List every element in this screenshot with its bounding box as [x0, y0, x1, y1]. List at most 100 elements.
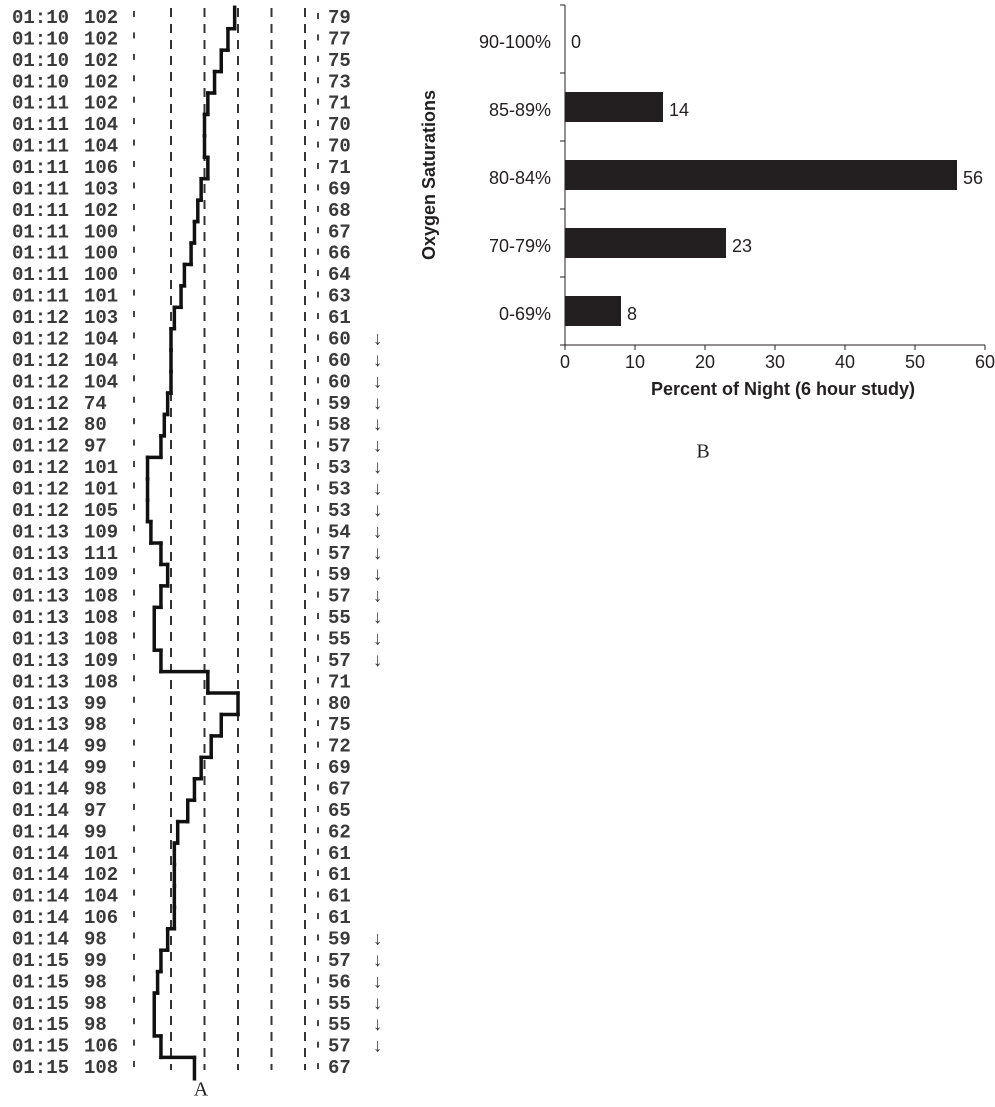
time: 01:14 — [12, 929, 69, 951]
saturation-value: 61 — [328, 907, 351, 929]
desaturation-marker: ↓ — [372, 1036, 383, 1058]
desaturation-marker: ↓ — [372, 436, 383, 458]
saturation-value: 55 — [328, 1014, 351, 1036]
time: 01:11 — [12, 136, 69, 158]
pulse: 98 — [84, 929, 107, 951]
desaturation-marker: ↓ — [372, 564, 383, 586]
time: 01:11 — [12, 178, 69, 200]
saturation-value: 61 — [328, 864, 351, 886]
saturation-value: 62 — [328, 821, 351, 843]
time: 01:13 — [12, 586, 69, 608]
pulse: 100 — [84, 264, 118, 286]
time: 01:15 — [12, 1057, 69, 1079]
pulse: 102 — [84, 7, 118, 29]
pulse: 104 — [84, 328, 118, 350]
x-tick-label: 30 — [765, 352, 785, 372]
desaturation-marker: ↓ — [372, 393, 383, 415]
desaturation-marker: ↓ — [372, 371, 383, 393]
saturation-value: 53 — [328, 478, 351, 500]
pulse: 103 — [84, 307, 118, 329]
panel-label: A — [194, 1079, 209, 1101]
time: 01:13 — [12, 564, 69, 586]
desaturation-marker: ↓ — [372, 543, 383, 565]
pulse: 104 — [84, 114, 118, 136]
y-tick-label: 85-89% — [489, 100, 551, 120]
pulse: 98 — [84, 714, 107, 736]
time: 01:15 — [12, 993, 69, 1015]
time: 01:14 — [12, 757, 69, 779]
saturation-value: 79 — [328, 7, 351, 29]
saturation-value: 68 — [328, 200, 351, 222]
time: 01:15 — [12, 950, 69, 972]
time: 01:13 — [12, 521, 69, 543]
saturation-value: 60 — [328, 371, 351, 393]
x-tick-label: 60 — [975, 352, 995, 372]
y-tick-label: 80-84% — [489, 168, 551, 188]
time: 01:15 — [12, 971, 69, 993]
bar — [565, 92, 663, 122]
saturation-value: 63 — [328, 286, 351, 308]
desaturation-marker: ↓ — [372, 586, 383, 608]
y-tick-label: 0-69% — [499, 304, 551, 324]
time: 01:14 — [12, 778, 69, 800]
desaturation-marker: ↓ — [372, 929, 383, 951]
value-label: 14 — [669, 100, 689, 120]
value-label: 0 — [571, 32, 581, 52]
value-label: 56 — [963, 168, 983, 188]
time: 01:13 — [12, 714, 69, 736]
x-tick-label: 0 — [560, 352, 570, 372]
desaturation-marker: ↓ — [372, 650, 383, 672]
x-tick-label: 10 — [625, 352, 645, 372]
saturation-value: 67 — [328, 778, 351, 800]
saturation-value: 57 — [328, 586, 351, 608]
time: 01:12 — [12, 414, 69, 436]
x-axis-title: Percent of Night (6 hour study) — [651, 379, 915, 399]
pulse: 106 — [84, 157, 118, 179]
time: 01:12 — [12, 307, 69, 329]
time: 01:11 — [12, 93, 69, 115]
saturation-value: 60 — [328, 350, 351, 372]
pulse: 103 — [84, 178, 118, 200]
saturation-value: 55 — [328, 607, 351, 629]
pulse: 108 — [84, 607, 118, 629]
desaturation-marker: ↓ — [372, 521, 383, 543]
time: 01:12 — [12, 328, 69, 350]
bar — [565, 228, 726, 258]
y-tick-label: 90-100% — [479, 32, 551, 52]
time: 01:11 — [12, 114, 69, 136]
time: 01:13 — [12, 628, 69, 650]
saturation-value: 55 — [328, 628, 351, 650]
desaturation-marker: ↓ — [372, 328, 383, 350]
saturation-value: 59 — [328, 929, 351, 951]
time: 01:10 — [12, 50, 69, 72]
saturation-value: 60 — [328, 328, 351, 350]
pulse: 109 — [84, 521, 118, 543]
pulse: 105 — [84, 500, 118, 522]
pulse: 108 — [84, 628, 118, 650]
time: 01:12 — [12, 436, 69, 458]
pulse: 104 — [84, 886, 118, 908]
saturation-value: 57 — [328, 650, 351, 672]
time: 01:11 — [12, 243, 69, 265]
bar — [565, 160, 957, 190]
time: 01:13 — [12, 543, 69, 565]
saturation-value: 70 — [328, 114, 351, 136]
figure: 01:101027901:101027701:101027501:1010273… — [0, 0, 995, 1107]
saturation-value: 54 — [328, 521, 351, 543]
time: 01:14 — [12, 864, 69, 886]
pulse: 74 — [84, 393, 107, 415]
pulse: 111 — [84, 543, 118, 565]
saturation-value: 69 — [328, 178, 351, 200]
saturation-value: 73 — [328, 71, 351, 93]
desaturation-marker: ↓ — [372, 971, 383, 993]
x-tick-label: 20 — [695, 352, 715, 372]
time: 01:15 — [12, 1036, 69, 1058]
x-tick-label: 50 — [905, 352, 925, 372]
pulse: 102 — [84, 50, 118, 72]
pulse: 104 — [84, 350, 118, 372]
pulse: 99 — [84, 821, 107, 843]
pulse: 101 — [84, 286, 118, 308]
pulse: 99 — [84, 736, 107, 758]
pulse: 80 — [84, 414, 107, 436]
pulse: 104 — [84, 371, 118, 393]
